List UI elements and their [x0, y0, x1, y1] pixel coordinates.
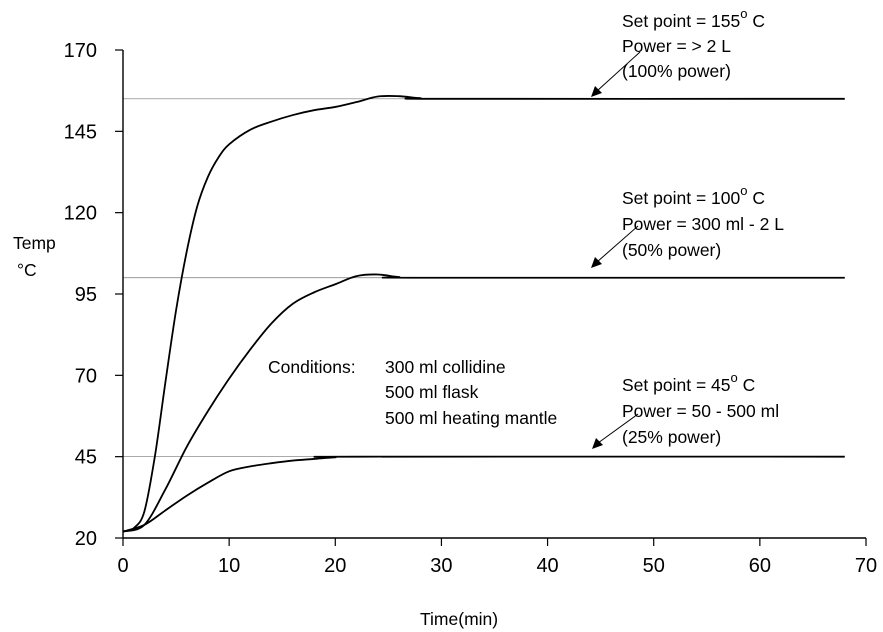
x-tick-label: 50 [643, 555, 665, 577]
plot-lines [123, 96, 845, 532]
annotation-45-line-1: Set point = 45o C [622, 370, 755, 395]
y-tick-label: 170 [64, 40, 97, 62]
annotation-155-line-3: (100% power) [622, 61, 731, 81]
y-tick-label: 120 [64, 203, 97, 225]
annotation-45-line-3: (25% power) [622, 427, 721, 447]
conditions-label: Conditions: [268, 357, 356, 377]
annotation-45: Set point = 45o C Power = 50 - 500 ml (2… [592, 370, 779, 449]
y-tick-label: 45 [75, 447, 97, 469]
annotation-100: Set point = 100o C Power = 300 ml - 2 L … [591, 183, 784, 268]
x-tick-label: 70 [855, 555, 877, 577]
annotation-100-line-3: (50% power) [622, 240, 721, 260]
y-tick-label: 70 [75, 365, 97, 387]
annotation-45-arrowhead [592, 438, 603, 449]
y-tick-label: 95 [75, 284, 97, 306]
conditions-item-3: 500 ml heating mantle [385, 408, 557, 428]
series-line-3 [123, 457, 845, 532]
annotation-155-line-1: Set point = 155o C [622, 6, 765, 31]
x-tick-label: 40 [536, 555, 558, 577]
x-tick-label: 0 [117, 555, 128, 577]
conditions-block: Conditions: 300 ml collidine 500 ml flas… [268, 357, 557, 428]
conditions-item-2: 500 ml flask [385, 382, 479, 402]
x-tick-label: 30 [430, 555, 452, 577]
conditions-item-1: 300 ml collidine [385, 357, 506, 377]
annotation-155: Set point = 155o C Power = > 2 L (100% p… [591, 6, 765, 97]
x-tick-label: 20 [324, 555, 346, 577]
annotation-100-line-2: Power = 300 ml - 2 L [622, 214, 784, 234]
y-axis-label-unit: °C [17, 260, 37, 280]
annotation-45-line-2: Power = 50 - 500 ml [622, 401, 779, 421]
x-tick-label: 60 [749, 555, 771, 577]
annotation-100-line-1: Set point = 100o C [622, 183, 765, 208]
y-axis-label-temp: Temp [13, 233, 56, 253]
series-line-1 [123, 96, 845, 532]
x-axis-label: Time(min) [420, 609, 498, 629]
axes [123, 50, 866, 538]
y-tick-label: 20 [75, 528, 97, 550]
x-tick-label: 10 [218, 555, 240, 577]
y-tick-label: 145 [64, 121, 97, 143]
